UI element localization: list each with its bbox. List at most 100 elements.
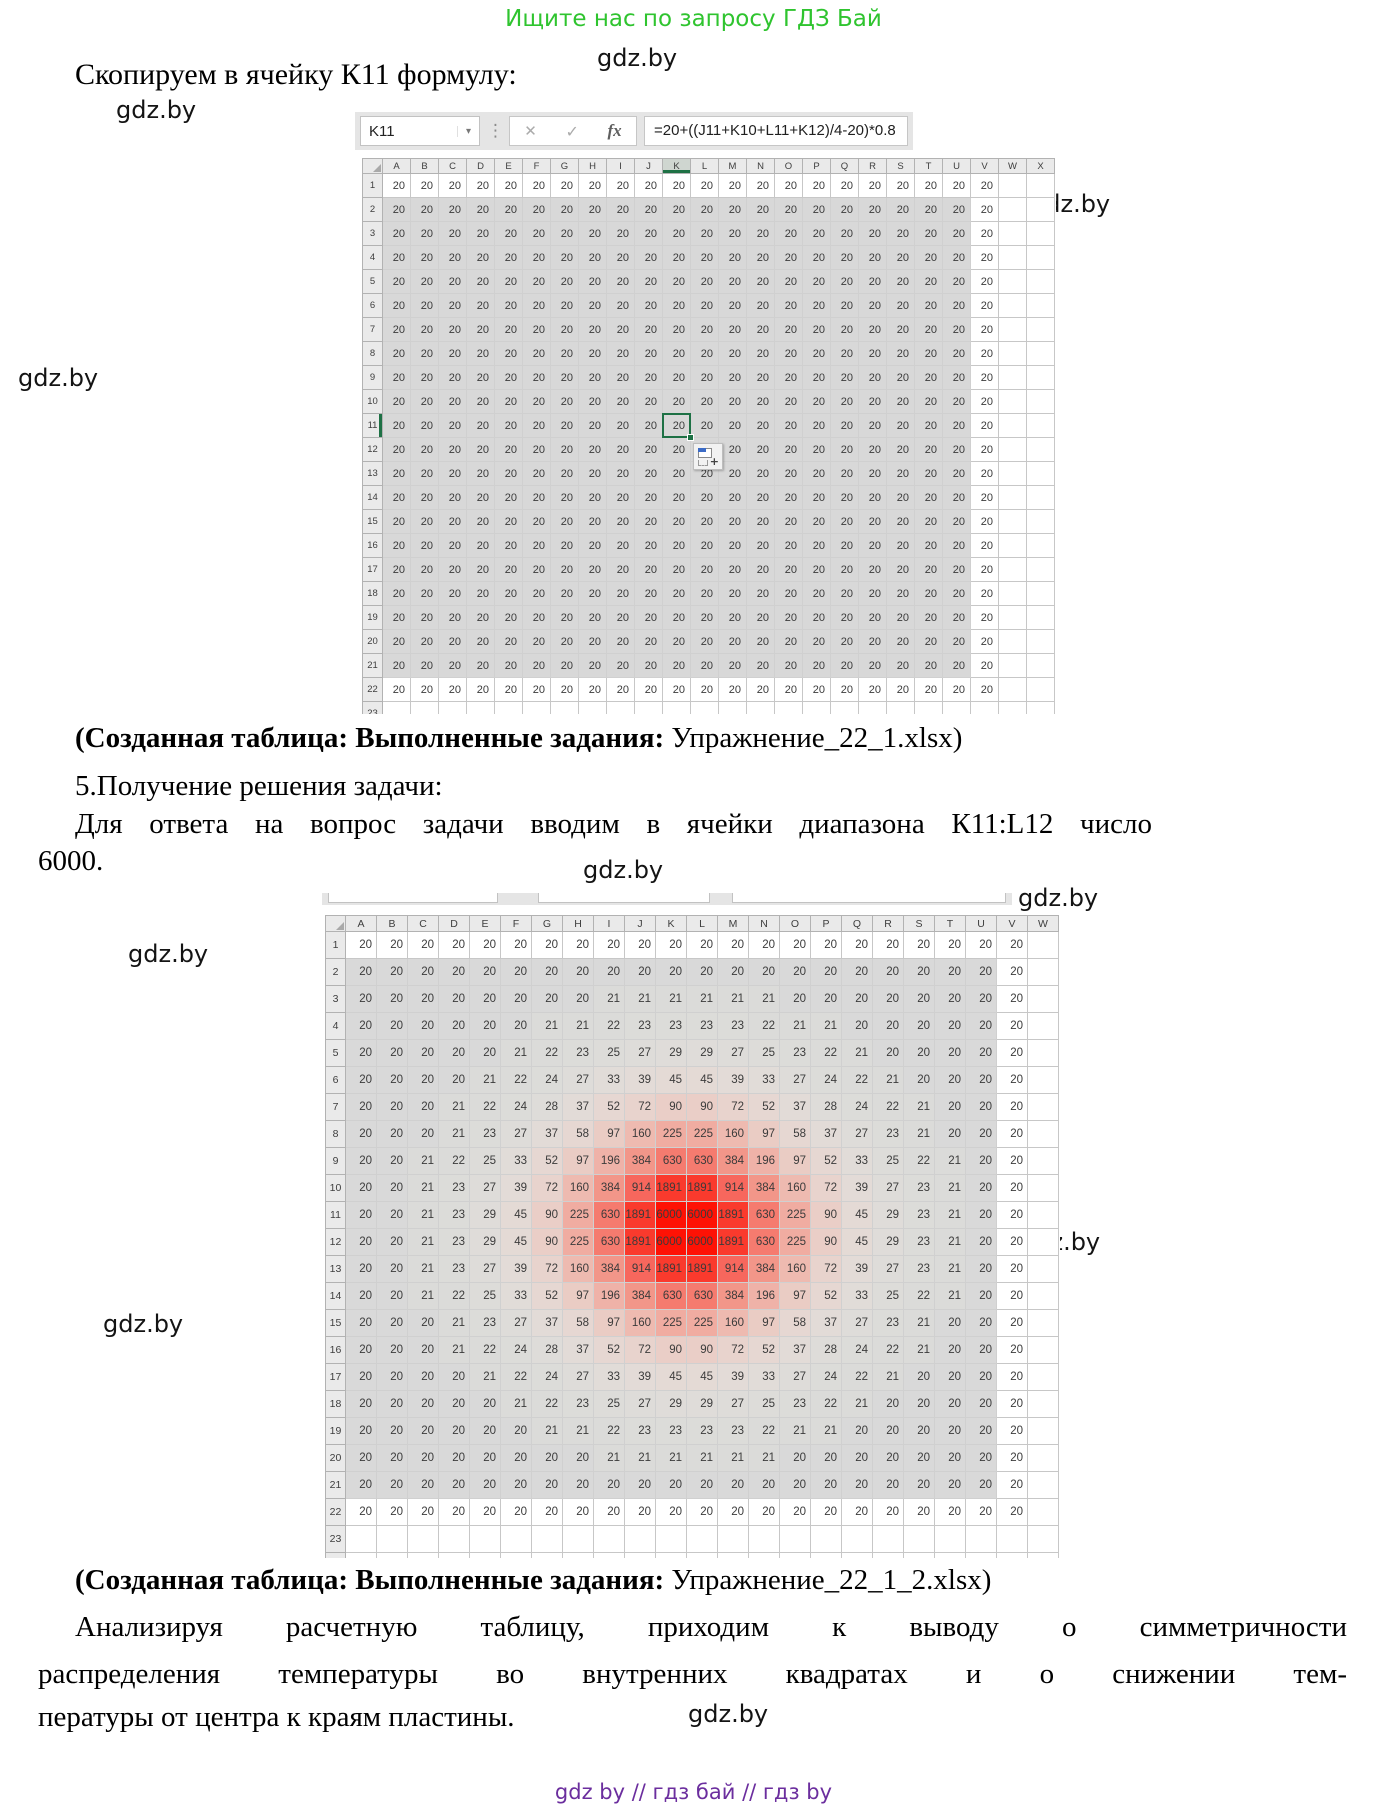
cell-L9[interactable]: 630 [686, 1147, 718, 1175]
cell-O14[interactable]: 97 [779, 1282, 811, 1310]
cell-R16[interactable]: 20 [858, 533, 887, 558]
cell-E21[interactable]: 20 [494, 653, 523, 678]
cell-C4[interactable]: 20 [438, 245, 467, 270]
cell-A2[interactable]: 20 [345, 958, 377, 986]
cell-E5[interactable]: 20 [469, 1039, 501, 1067]
row-header-16[interactable]: 16 [325, 1336, 346, 1364]
cell-G7[interactable]: 28 [531, 1093, 563, 1121]
cell-E23[interactable] [469, 1525, 501, 1553]
cell-V14[interactable]: 20 [996, 1282, 1028, 1310]
cell-M11[interactable]: 1891 [717, 1201, 749, 1229]
cell-T14[interactable]: 21 [934, 1282, 966, 1310]
cell-T16[interactable]: 20 [914, 533, 943, 558]
cell-K20[interactable]: 20 [662, 629, 691, 654]
cell-H21[interactable]: 20 [562, 1471, 594, 1499]
cell-D24[interactable] [438, 1552, 470, 1558]
cell-U11[interactable]: 20 [942, 413, 971, 438]
cell-M8[interactable]: 160 [717, 1120, 749, 1148]
cell-P13[interactable]: 20 [802, 461, 831, 486]
cell-M19[interactable]: 20 [718, 605, 747, 630]
cell-S13[interactable]: 20 [886, 461, 915, 486]
cell-N14[interactable]: 20 [746, 485, 775, 510]
cell-M13[interactable]: 914 [717, 1255, 749, 1283]
cell-I3[interactable]: 21 [593, 985, 625, 1013]
cell-X11[interactable] [1026, 413, 1055, 438]
cell-R23[interactable] [872, 1525, 904, 1553]
cell-W16[interactable] [1027, 1336, 1059, 1364]
cell-C11[interactable]: 21 [407, 1201, 439, 1229]
cell-J5[interactable]: 27 [624, 1039, 656, 1067]
cell-W7[interactable] [998, 317, 1027, 342]
cell-L7[interactable]: 90 [686, 1093, 718, 1121]
cell-T9[interactable]: 21 [934, 1147, 966, 1175]
column-header-D[interactable]: D [466, 158, 495, 174]
sheet2-grid-area[interactable]: A B C D E F G H I J K L M N O P Q R S T U V W 1 20 20 20 20 20 20 20 20… [325, 915, 1060, 1558]
cell-U2[interactable]: 20 [965, 958, 997, 986]
cell-D11[interactable]: 23 [438, 1201, 470, 1229]
cell-A7[interactable]: 20 [382, 317, 411, 342]
cell-Q12[interactable]: 20 [830, 437, 859, 462]
cell-I8[interactable]: 20 [606, 341, 635, 366]
cell-O20[interactable]: 20 [779, 1444, 811, 1472]
cell-P22[interactable]: 20 [802, 677, 831, 702]
cell-S24[interactable] [903, 1552, 935, 1558]
sheet1-grid-area[interactable]: A B C D E F G H I J K L M N O P Q R S T U V W X 1 20 20 20 20 20 20 20 2… [362, 158, 1056, 714]
cell-L23[interactable] [686, 1525, 718, 1553]
cell-W19[interactable] [998, 605, 1027, 630]
cell-D12[interactable]: 20 [466, 437, 495, 462]
cell-W22[interactable] [1027, 1498, 1059, 1526]
cell-D7[interactable]: 20 [466, 317, 495, 342]
cell-N2[interactable]: 20 [748, 958, 780, 986]
cell-K16[interactable]: 20 [662, 533, 691, 558]
cell-H18[interactable]: 20 [578, 581, 607, 606]
cell-P8[interactable]: 37 [810, 1120, 842, 1148]
cell-N7[interactable]: 52 [748, 1093, 780, 1121]
row-header-21[interactable]: 21 [362, 653, 383, 678]
column-header-I[interactable]: I [593, 915, 625, 932]
cell-M5[interactable]: 20 [718, 269, 747, 294]
cell-G17[interactable]: 24 [531, 1363, 563, 1391]
cell-D15[interactable]: 21 [438, 1309, 470, 1337]
cell-G23[interactable] [550, 701, 579, 714]
row-header-4[interactable]: 4 [325, 1012, 346, 1040]
cell-U2[interactable]: 20 [942, 197, 971, 222]
column-header-L[interactable]: L [686, 915, 718, 932]
cell-V13[interactable]: 20 [996, 1255, 1028, 1283]
cell-O11[interactable]: 20 [774, 413, 803, 438]
cell-A16[interactable]: 20 [382, 533, 411, 558]
cell-N19[interactable]: 20 [746, 605, 775, 630]
cell-U12[interactable]: 20 [965, 1228, 997, 1256]
cell-Q15[interactable]: 27 [841, 1309, 873, 1337]
cell-O2[interactable]: 20 [774, 197, 803, 222]
cell-H13[interactable]: 20 [578, 461, 607, 486]
cell-B9[interactable]: 20 [376, 1147, 408, 1175]
cell-L3[interactable]: 20 [690, 221, 719, 246]
cell-E18[interactable]: 20 [494, 581, 523, 606]
cell-P13[interactable]: 72 [810, 1255, 842, 1283]
cell-I12[interactable]: 630 [593, 1228, 625, 1256]
cell-L18[interactable]: 29 [686, 1390, 718, 1418]
row-header-6[interactable]: 6 [362, 293, 383, 318]
column-header-H[interactable]: H [578, 158, 607, 174]
cell-U8[interactable]: 20 [942, 341, 971, 366]
cell-E16[interactable]: 20 [494, 533, 523, 558]
cell-N21[interactable]: 20 [746, 653, 775, 678]
cell-I5[interactable]: 20 [606, 269, 635, 294]
cell-O19[interactable]: 21 [779, 1417, 811, 1445]
cell-U18[interactable]: 20 [965, 1390, 997, 1418]
cell-Q9[interactable]: 20 [830, 365, 859, 390]
cell-L19[interactable]: 23 [686, 1417, 718, 1445]
cell-B5[interactable]: 20 [376, 1039, 408, 1067]
cell-J20[interactable]: 20 [634, 629, 663, 654]
cell-D20[interactable]: 20 [466, 629, 495, 654]
cell-H5[interactable]: 20 [578, 269, 607, 294]
cell-O19[interactable]: 20 [774, 605, 803, 630]
cell-K18[interactable]: 20 [662, 581, 691, 606]
cell-R22[interactable]: 20 [858, 677, 887, 702]
cell-X3[interactable] [1026, 221, 1055, 246]
cell-E20[interactable]: 20 [469, 1444, 501, 1472]
cell-T4[interactable]: 20 [914, 245, 943, 270]
cell-I7[interactable]: 52 [593, 1093, 625, 1121]
cell-J7[interactable]: 72 [624, 1093, 656, 1121]
cell-S6[interactable]: 20 [903, 1066, 935, 1094]
